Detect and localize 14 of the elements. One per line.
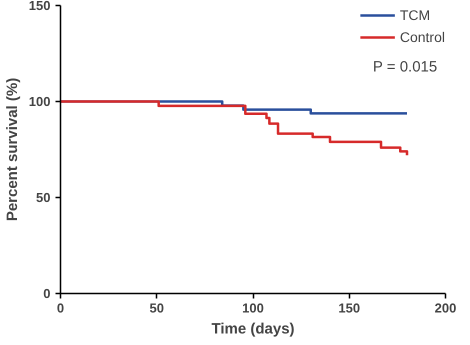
y-tick-label: 100 xyxy=(28,94,51,109)
legend-label: Control xyxy=(400,29,445,45)
x-tick-label: 100 xyxy=(242,300,264,316)
y-axis-title: Percent survival (%) xyxy=(4,78,21,222)
x-tick-label: 200 xyxy=(434,300,456,316)
x-tick-label: 150 xyxy=(338,300,360,316)
x-axis-title: Time (days) xyxy=(211,320,295,338)
legend-label: TCM xyxy=(400,7,430,23)
y-tick-label: 0 xyxy=(43,286,51,301)
x-tick-label: 0 xyxy=(56,300,64,316)
y-tick-label: 50 xyxy=(36,190,51,205)
y-tick-label: 150 xyxy=(28,0,51,13)
annotation: P = 0.015 xyxy=(372,58,438,76)
x-tick-label: 50 xyxy=(150,300,164,316)
